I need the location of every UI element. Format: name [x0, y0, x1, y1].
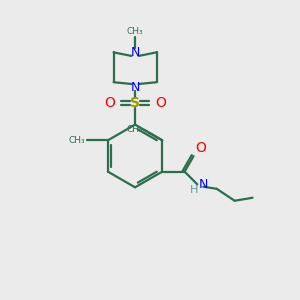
Text: O: O: [155, 96, 166, 110]
Text: N: N: [199, 178, 208, 191]
Text: H: H: [190, 185, 198, 195]
Text: N: N: [130, 81, 140, 94]
Text: CH₃: CH₃: [69, 136, 85, 145]
Text: O: O: [104, 96, 116, 110]
Text: CH₃: CH₃: [126, 125, 142, 134]
Text: O: O: [195, 141, 206, 154]
Text: S: S: [130, 96, 140, 110]
Text: CH₃: CH₃: [127, 27, 143, 36]
Text: N: N: [130, 46, 140, 59]
